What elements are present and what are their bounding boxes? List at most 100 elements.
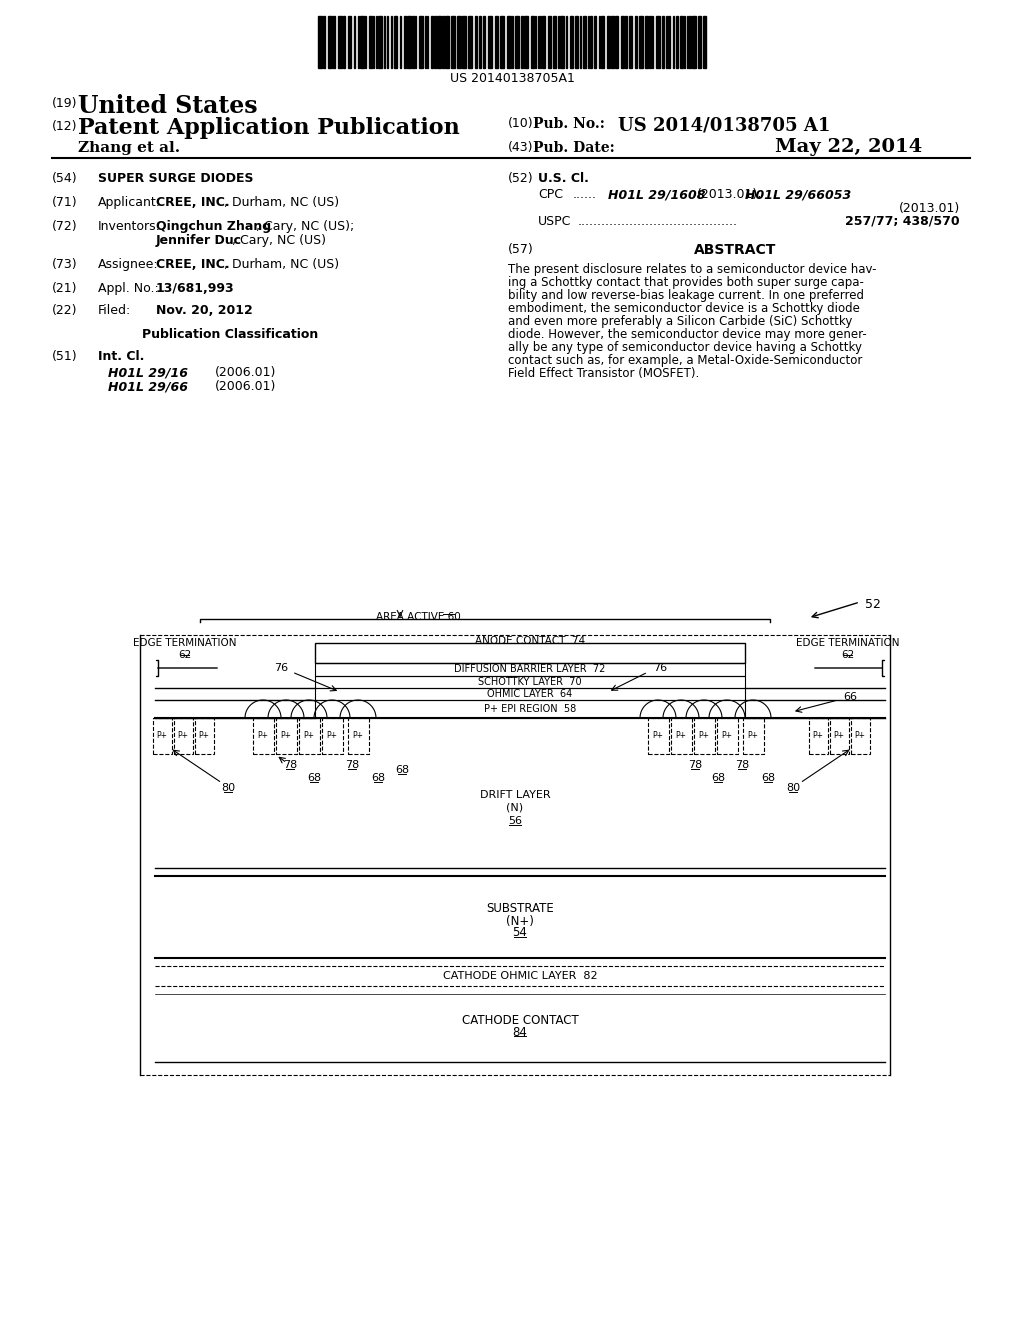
Text: 68: 68 — [371, 774, 385, 783]
Text: P+: P+ — [352, 730, 364, 739]
Bar — [275, 718, 297, 754]
Bar — [625, 16, 627, 69]
Text: 54: 54 — [513, 927, 527, 940]
Text: Appl. No.:: Appl. No.: — [98, 282, 159, 294]
Bar — [583, 16, 586, 69]
Text: (2013.01): (2013.01) — [899, 202, 961, 215]
Text: ANODE CONTACT  74: ANODE CONTACT 74 — [475, 636, 585, 645]
Bar — [348, 16, 351, 69]
Text: contact such as, for example, a Metal-Oxide-Semiconductor: contact such as, for example, a Metal-Ox… — [508, 354, 862, 367]
Text: SUPER SURGE DIODES: SUPER SURGE DIODES — [98, 172, 254, 185]
Text: Nov. 20, 2012: Nov. 20, 2012 — [156, 304, 253, 317]
Text: P+: P+ — [676, 730, 686, 739]
Text: 78: 78 — [735, 760, 750, 770]
Bar — [315, 676, 745, 688]
Bar — [635, 16, 637, 69]
Bar — [360, 16, 364, 69]
Bar — [680, 16, 683, 69]
Text: (N): (N) — [507, 803, 523, 813]
Bar — [668, 16, 670, 69]
Bar — [553, 16, 556, 69]
Text: bility and low reverse-bias leakage current. In one preferred: bility and low reverse-bias leakage curr… — [508, 289, 864, 302]
Text: Field Effect Transistor (MOSFET).: Field Effect Transistor (MOSFET). — [508, 367, 699, 380]
Bar — [333, 16, 335, 69]
Text: Int. Cl.: Int. Cl. — [98, 350, 144, 363]
Text: P+: P+ — [327, 730, 338, 739]
Bar — [671, 718, 691, 754]
Text: CREE, INC.: CREE, INC. — [156, 257, 229, 271]
Bar — [676, 16, 678, 69]
Text: (2013.01);: (2013.01); — [697, 187, 763, 201]
Bar — [742, 718, 764, 754]
Text: Inventors:: Inventors: — [98, 220, 161, 234]
Bar — [515, 16, 519, 69]
Text: CPC: CPC — [538, 187, 563, 201]
Text: CATHODE CONTACT: CATHODE CONTACT — [462, 1015, 579, 1027]
Bar — [434, 16, 436, 69]
Bar — [419, 16, 423, 69]
Text: OHMIC LAYER  64: OHMIC LAYER 64 — [487, 689, 572, 700]
Text: United States: United States — [78, 94, 258, 117]
Text: (N+): (N+) — [506, 915, 534, 928]
Text: 257/77; 438/570: 257/77; 438/570 — [846, 215, 961, 228]
Bar — [394, 16, 397, 69]
Text: USPC: USPC — [538, 215, 571, 228]
Bar — [524, 16, 528, 69]
Text: 78: 78 — [345, 760, 359, 770]
Text: and even more preferably a Silicon Carbide (SiC) Schottky: and even more preferably a Silicon Carbi… — [508, 315, 852, 327]
Text: (57): (57) — [508, 243, 534, 256]
Text: CREE, INC.: CREE, INC. — [156, 195, 229, 209]
Bar — [649, 16, 651, 69]
Text: 76: 76 — [653, 663, 667, 673]
Text: 68: 68 — [761, 774, 775, 783]
Text: EDGE TERMINATION: EDGE TERMINATION — [133, 638, 237, 648]
Text: (54): (54) — [52, 172, 78, 185]
Text: 68: 68 — [711, 774, 725, 783]
Text: (21): (21) — [52, 282, 78, 294]
Bar — [717, 718, 737, 754]
Text: ing a Schottky contact that provides both super surge capa-: ing a Schottky contact that provides bot… — [508, 276, 864, 289]
Text: Pub. No.:: Pub. No.: — [534, 117, 605, 131]
Text: H01L 29/16: H01L 29/16 — [108, 366, 188, 379]
Text: ABSTRACT: ABSTRACT — [694, 243, 776, 257]
Text: US 20140138705A1: US 20140138705A1 — [450, 73, 574, 84]
Text: (2006.01): (2006.01) — [215, 366, 276, 379]
Text: 84: 84 — [513, 1027, 527, 1040]
Bar — [689, 16, 691, 69]
Bar — [629, 16, 632, 69]
Text: 52: 52 — [865, 598, 881, 611]
Text: 76: 76 — [273, 663, 288, 673]
Text: P+: P+ — [854, 730, 865, 739]
Bar — [639, 16, 643, 69]
Bar — [343, 16, 345, 69]
Text: Pub. Date:: Pub. Date: — [534, 141, 614, 154]
Text: ......: ...... — [573, 187, 597, 201]
Text: P+: P+ — [834, 730, 845, 739]
Text: H01L 29/1608: H01L 29/1608 — [608, 187, 706, 201]
Bar — [431, 16, 433, 69]
Text: Assignee:: Assignee: — [98, 257, 159, 271]
Text: 62: 62 — [842, 649, 855, 660]
Text: 66: 66 — [843, 692, 857, 702]
Text: EDGE TERMINATION: EDGE TERMINATION — [797, 638, 900, 648]
Text: CATHODE OHMIC LAYER  82: CATHODE OHMIC LAYER 82 — [442, 972, 597, 981]
Bar — [500, 16, 504, 69]
Text: 68: 68 — [395, 766, 409, 775]
Text: Jennifer Duc: Jennifer Duc — [156, 234, 242, 247]
Bar — [328, 16, 332, 69]
Bar — [479, 16, 481, 69]
Text: embodiment, the semiconductor device is a Schottky diode: embodiment, the semiconductor device is … — [508, 302, 860, 315]
Bar — [322, 718, 342, 754]
Bar — [451, 16, 455, 69]
Text: 78: 78 — [688, 760, 702, 770]
Text: (22): (22) — [52, 304, 78, 317]
Text: H01L 29/66: H01L 29/66 — [108, 380, 188, 393]
Bar — [407, 16, 411, 69]
Text: U.S. Cl.: U.S. Cl. — [538, 172, 589, 185]
Text: P+: P+ — [698, 730, 710, 739]
Bar — [851, 718, 869, 754]
Bar — [692, 16, 696, 69]
Text: P+: P+ — [157, 730, 168, 739]
Bar — [656, 16, 660, 69]
Bar — [575, 16, 578, 69]
